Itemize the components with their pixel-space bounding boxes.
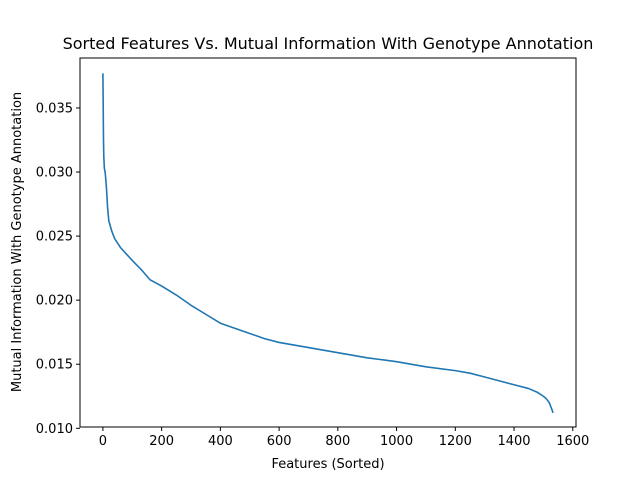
x-tick-label: 800 (325, 434, 350, 449)
series-group (102, 73, 554, 414)
x-axis-label: Features (Sorted) (271, 457, 384, 472)
chart-title: Sorted Features Vs. Mutual Information W… (63, 34, 594, 53)
y-tick-label: 0.035 (36, 101, 73, 116)
y-axis-label: Mutual Information With Genotype Annotat… (10, 92, 25, 392)
y-tick-label: 0.025 (36, 230, 73, 245)
plot-area: 0 200 400 600 800 1000 1200 1400 1600 0.010 0.015… (36, 57, 589, 449)
y-tick-label: 0.020 (36, 294, 73, 309)
x-tick-label: 600 (267, 434, 292, 449)
x-tick-label: 1200 (439, 434, 472, 449)
x-tick-label: 1600 (556, 434, 589, 449)
y-tick-label: 0.015 (36, 358, 73, 373)
x-tick-label: 1000 (380, 434, 413, 449)
series-line-0 (102, 73, 554, 414)
y-tick-label: 0.030 (36, 166, 73, 181)
x-axis-ticks: 0 200 400 600 800 1000 1200 1400 1600 (99, 427, 589, 449)
y-axis-ticks: 0.010 0.015 0.020 0.025 0.030 0.035 (36, 101, 80, 437)
y-tick-label: 0.010 (36, 422, 73, 437)
plot-frame (79, 57, 577, 428)
x-tick-label: 400 (208, 434, 233, 449)
x-tick-label: 0 (99, 434, 107, 449)
x-tick-label: 200 (149, 434, 174, 449)
x-tick-label: 1400 (497, 434, 530, 449)
